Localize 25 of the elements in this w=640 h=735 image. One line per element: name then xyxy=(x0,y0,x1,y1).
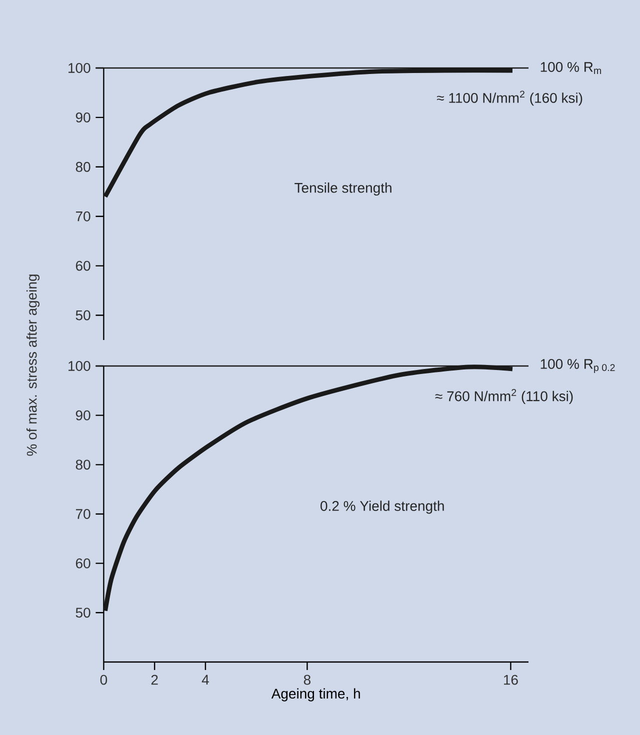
x-axis-title: Ageing time, h xyxy=(271,688,360,702)
y-tick-label: 80 xyxy=(76,162,90,172)
ref-line-label: 100 % R$_{p 0.2}$ xyxy=(540,359,615,373)
y-tick-label: 70 xyxy=(76,509,90,519)
y-axis-title: % of max. stress after ageing xyxy=(26,274,40,456)
annotation: ≈ 1100 N/mm$^{2}$ (160 ksi) xyxy=(436,90,582,106)
y-tick-label: 60 xyxy=(76,260,90,271)
y-tick-label: 90 xyxy=(76,410,90,420)
x-tick-label: 8 xyxy=(304,674,310,685)
annotation: 0.2 % Yield strength xyxy=(320,500,444,514)
annotation: ≈ 760 N/mm$^{2}$ (110 ksi) xyxy=(435,389,573,404)
y-tick-label: 70 xyxy=(76,211,90,222)
x-tick-label: 16 xyxy=(504,674,518,685)
y-tick-label: 50 xyxy=(76,310,90,320)
annotation: Tensile strength xyxy=(294,182,392,196)
y-tick-label: 60 xyxy=(76,558,90,568)
y-tick-label: 100 xyxy=(68,361,90,371)
x-tick-label: 2 xyxy=(151,674,158,685)
ref-line-label: 100 % R$_{m}$ xyxy=(540,62,601,74)
x-tick-label: 4 xyxy=(202,674,209,684)
x-tick-label: 0 xyxy=(100,674,108,685)
y-tick-label: 50 xyxy=(76,608,90,618)
y-tick-label: 100 xyxy=(68,63,90,73)
y-tick-label: 80 xyxy=(76,460,90,470)
y-tick-label: 90 xyxy=(76,112,90,122)
